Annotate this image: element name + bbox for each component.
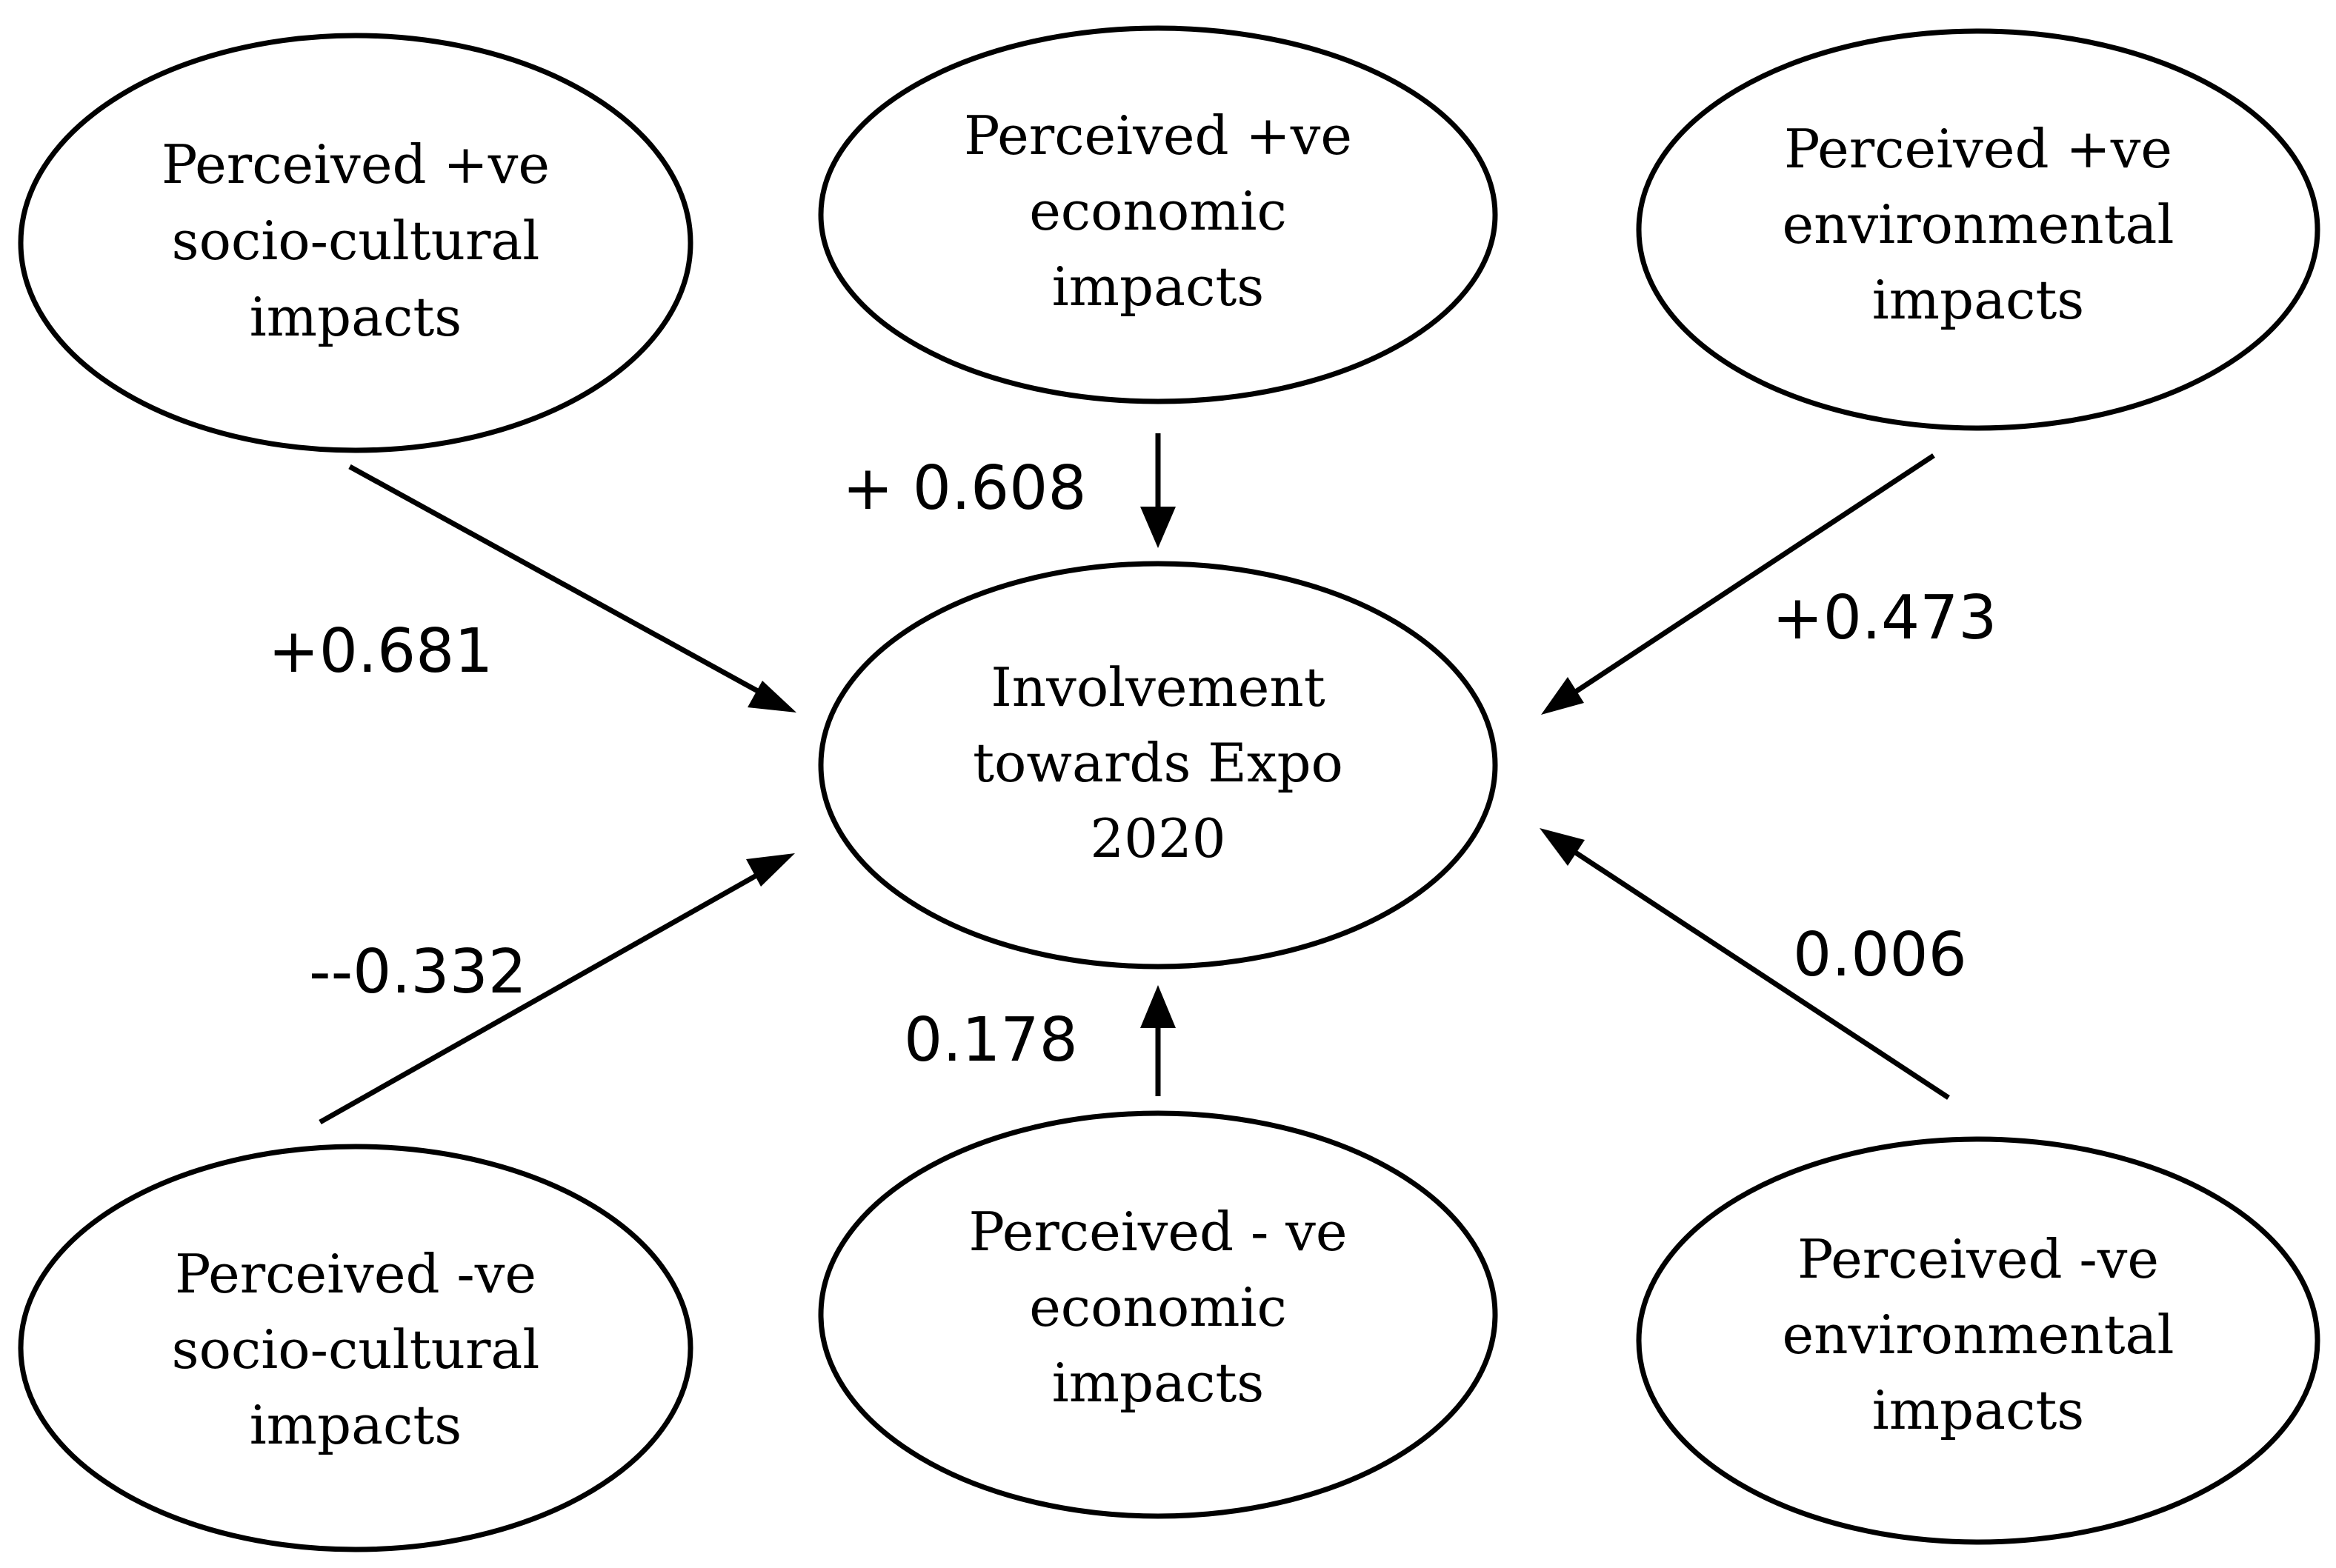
node-neg-economic: Perceived - ve economic impacts bbox=[818, 1110, 1498, 1519]
edge-pos-environmental bbox=[1541, 453, 1935, 715]
edge-neg-environmental bbox=[1540, 828, 1950, 1100]
node-neg-socio-cultural-ellipse bbox=[18, 1144, 693, 1552]
node-neg-socio-cultural-line-2: socio-cultural bbox=[172, 1318, 540, 1381]
edge-pos-socio-cultural-line bbox=[348, 464, 765, 697]
node-pos-socio-cultural-ellipse bbox=[18, 33, 693, 453]
node-pos-economic-ellipse bbox=[818, 25, 1498, 404]
edge-pos-economic-arrowhead bbox=[1140, 507, 1176, 548]
edge-pos-economic bbox=[1140, 433, 1176, 548]
node-neg-economic-line-3: impacts bbox=[1052, 1352, 1265, 1414]
edge-label-pos-economic: + 0.608 bbox=[842, 453, 1087, 524]
node-pos-socio-cultural: Perceived +ve socio-cultural impacts bbox=[18, 33, 693, 453]
node-involvement-line-3: 2020 bbox=[1090, 807, 1225, 870]
node-pos-environmental-ellipse bbox=[1636, 28, 2320, 431]
node-neg-economic-line-2: economic bbox=[1029, 1276, 1287, 1338]
node-neg-environmental-line-2: environmental bbox=[1783, 1304, 2174, 1366]
node-pos-socio-cultural-line-3: impacts bbox=[250, 286, 462, 348]
node-neg-environmental: Perceived -ve environmental impacts bbox=[1636, 1136, 2320, 1545]
edge-neg-economic bbox=[1140, 985, 1176, 1096]
node-neg-economic-line-1: Perceived - ve bbox=[969, 1201, 1348, 1263]
node-neg-economic-ellipse bbox=[818, 1110, 1498, 1519]
edge-neg-environmental-line bbox=[1573, 850, 1950, 1100]
edge-label-pos-socio-cultural: +0.681 bbox=[268, 616, 493, 687]
node-pos-socio-cultural-line-2: socio-cultural bbox=[172, 210, 540, 272]
edge-neg-socio-cultural-line bbox=[319, 870, 763, 1125]
node-neg-environmental-line-1: Perceived -ve bbox=[1797, 1228, 2159, 1290]
edge-neg-socio-cultural bbox=[319, 853, 795, 1125]
node-involvement-line-2: towards Expo bbox=[973, 732, 1343, 794]
edge-pos-socio-cultural bbox=[348, 464, 796, 713]
node-pos-environmental-line-2: environmental bbox=[1783, 193, 2174, 256]
edge-pos-environmental-arrowhead bbox=[1541, 677, 1584, 715]
node-pos-economic-line-1: Perceived +ve bbox=[964, 104, 1352, 167]
node-involvement-line-1: Involvement bbox=[991, 656, 1325, 718]
node-neg-environmental-ellipse bbox=[1636, 1136, 2320, 1545]
node-pos-environmental-line-1: Perceived +ve bbox=[1784, 118, 2172, 180]
node-neg-socio-cultural: Perceived -ve socio-cultural impacts bbox=[18, 1144, 693, 1552]
node-neg-socio-cultural-line-3: impacts bbox=[250, 1394, 462, 1456]
node-neg-socio-cultural-line-1: Perceived -ve bbox=[175, 1243, 536, 1305]
edge-neg-socio-cultural-arrowhead bbox=[746, 853, 795, 887]
node-pos-environmental: Perceived +ve environmental impacts bbox=[1636, 28, 2320, 431]
edge-label-neg-economic: 0.178 bbox=[904, 1005, 1078, 1075]
edge-neg-economic-arrowhead bbox=[1140, 985, 1176, 1028]
node-neg-environmental-line-3: impacts bbox=[1872, 1379, 2085, 1441]
node-pos-economic: Perceived +ve economic impacts bbox=[818, 25, 1498, 404]
node-pos-socio-cultural-line-1: Perceived +ve bbox=[162, 133, 550, 196]
edge-label-neg-socio-cultural: --0.332 bbox=[309, 937, 527, 1007]
edge-label-neg-environmental: 0.006 bbox=[1793, 920, 1967, 990]
node-pos-economic-line-3: impacts bbox=[1052, 256, 1265, 318]
edge-label-pos-environmental: +0.473 bbox=[1772, 583, 1997, 653]
edge-pos-environmental-line bbox=[1573, 453, 1935, 695]
node-involvement: Involvement towards Expo 2020 bbox=[818, 561, 1498, 970]
node-involvement-ellipse bbox=[818, 561, 1498, 970]
edge-neg-environmental-arrowhead bbox=[1540, 828, 1585, 866]
edge-pos-socio-cultural-arrowhead bbox=[748, 681, 796, 713]
node-pos-environmental-line-3: impacts bbox=[1872, 269, 2085, 331]
node-pos-economic-line-2: economic bbox=[1029, 180, 1287, 242]
